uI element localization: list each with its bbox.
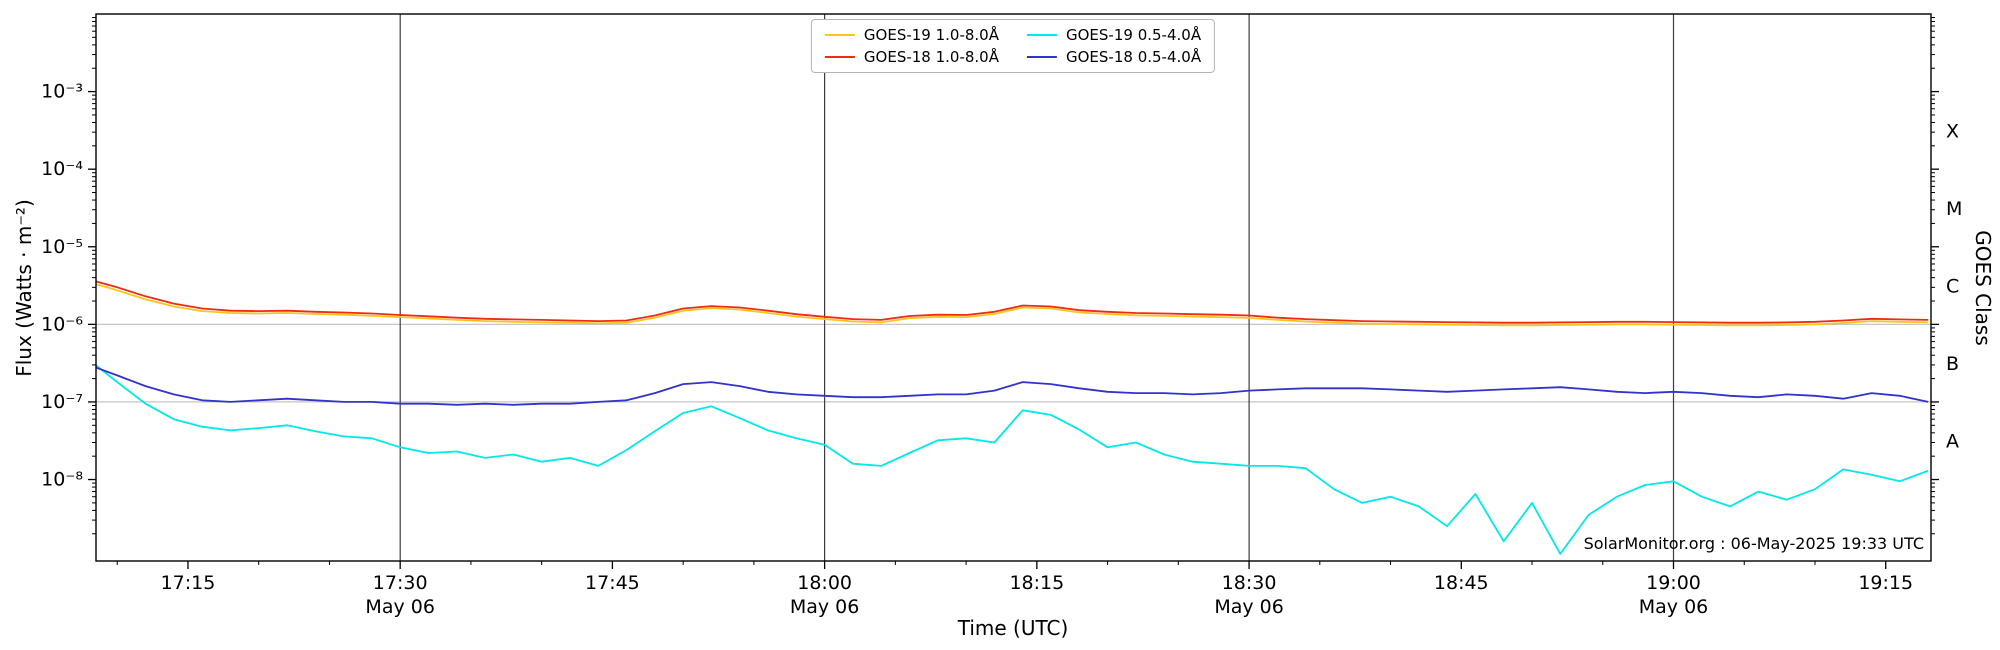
legend-label: GOES-18 0.5-4.0Å [1066, 47, 1202, 66]
svg-text:10⁻⁶: 10⁻⁶ [41, 313, 83, 335]
legend-line-swatch [1027, 55, 1057, 58]
legend-line-swatch [824, 55, 855, 58]
y-axis-title: Flux (Watts · m⁻²) [12, 199, 36, 377]
svg-text:M: M [1946, 198, 1962, 220]
svg-text:C: C [1946, 276, 1959, 298]
svg-text:10⁻³: 10⁻³ [41, 81, 83, 103]
legend-item: GOES-19 1.0-8.0Å [824, 26, 999, 44]
legend-grid: GOES-19 1.0-8.0Å GOES-19 0.5-4.0Å GOES-18 … [824, 26, 1202, 66]
svg-text:19:00: 19:00 [1646, 572, 1701, 594]
svg-text:18:30: 18:30 [1222, 572, 1277, 594]
svg-text:17:15: 17:15 [161, 572, 216, 594]
legend-label: GOES-19 1.0-8.0Å [863, 26, 999, 44]
svg-text:10⁻⁸: 10⁻⁸ [41, 469, 83, 491]
legend-label: GOES-19 0.5-4.0Å [1066, 26, 1202, 44]
svg-text:17:45: 17:45 [585, 572, 640, 594]
right-axis-title: GOES Class [1971, 230, 1995, 346]
svg-text:X: X [1946, 120, 1959, 142]
x-axis-title: Time (UTC) [957, 616, 1069, 640]
svg-text:10⁻⁷: 10⁻⁷ [41, 391, 83, 413]
svg-text:May 06: May 06 [1214, 596, 1284, 618]
legend-line-swatch [1027, 34, 1057, 37]
legend-item: GOES-19 0.5-4.0Å [1027, 27, 1201, 44]
svg-text:19:15: 19:15 [1858, 572, 1913, 594]
svg-text:18:00: 18:00 [797, 572, 852, 594]
svg-text:10⁻⁵: 10⁻⁵ [41, 236, 83, 258]
legend-item: GOES-18 0.5-4.0Å [1027, 47, 1202, 66]
legend-label: GOES-18 1.0-8.0Å [863, 47, 999, 66]
svg-text:May 06: May 06 [365, 596, 435, 618]
svg-text:A: A [1946, 431, 1959, 453]
svg-text:18:15: 18:15 [1009, 572, 1064, 594]
watermark-timestamp: SolarMonitor.org : 06-May-2025 19:33 UTC [1583, 534, 1924, 553]
svg-text:May 06: May 06 [790, 596, 860, 618]
svg-text:10⁻⁴: 10⁻⁴ [41, 158, 83, 180]
legend-item: GOES-18 1.0-8.0Å [824, 47, 999, 66]
legend-line-swatch [824, 34, 855, 37]
svg-text:17:30: 17:30 [373, 572, 428, 594]
svg-text:May 06: May 06 [1639, 596, 1709, 618]
svg-text:B: B [1946, 353, 1959, 375]
svg-text:18:45: 18:45 [1434, 572, 1489, 594]
chart-legend: GOES-19 1.0-8.0Å GOES-19 0.5-4.0Å GOES-18 … [810, 19, 1216, 73]
